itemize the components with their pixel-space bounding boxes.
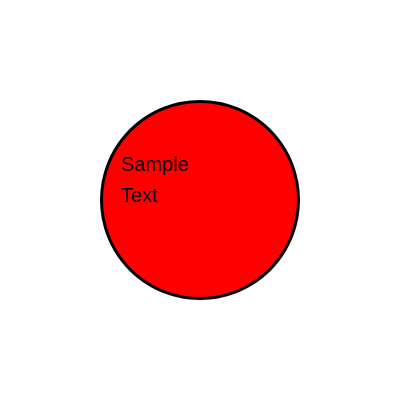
circle-text-line-2: Text xyxy=(121,185,158,207)
circle-text: Sample Text xyxy=(121,150,241,212)
circle-text-line-1: Sample xyxy=(121,154,189,176)
red-circle-shape xyxy=(100,100,300,300)
